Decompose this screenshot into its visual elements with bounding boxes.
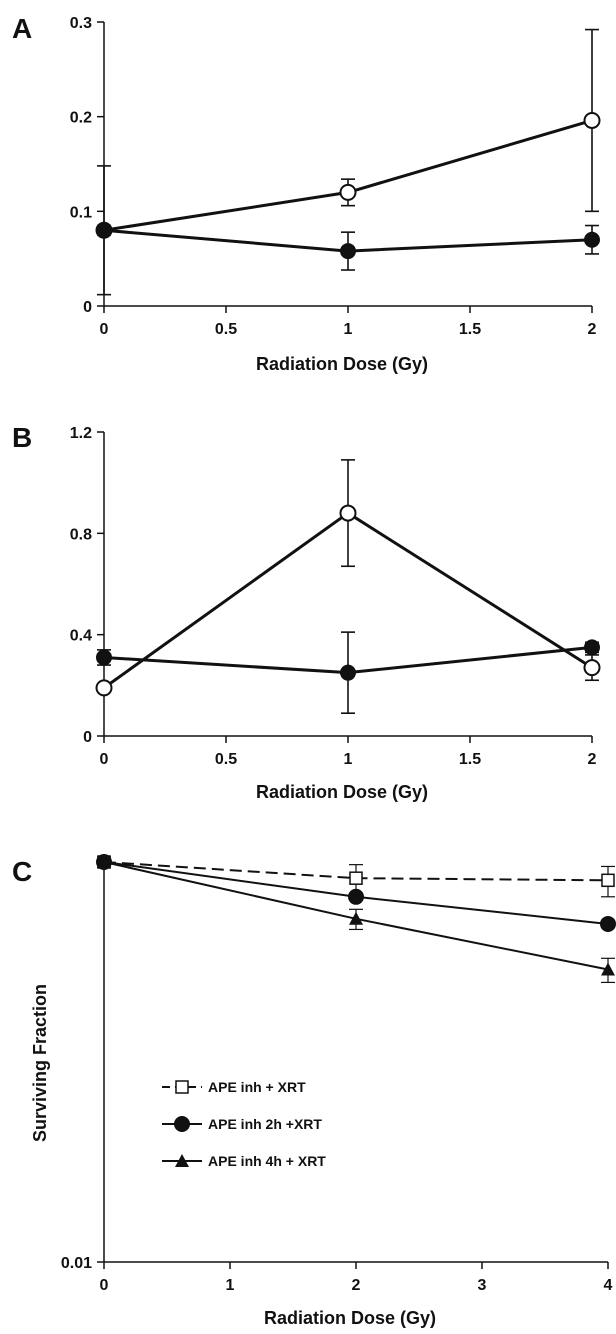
data-point xyxy=(96,649,112,666)
x-tick-label: 1 xyxy=(344,321,353,338)
data-point xyxy=(584,231,600,248)
y-axis-label: Surviving Fraction xyxy=(30,984,50,1142)
x-tick-label: 1.5 xyxy=(459,321,481,338)
series-3 xyxy=(97,855,615,984)
legend-marker xyxy=(175,1154,189,1167)
legend: APE inh + XRT APE inh 2h +XRT APE inh 4h +… xyxy=(162,1079,326,1169)
data-point xyxy=(584,639,600,656)
panel-label: C xyxy=(12,856,32,887)
series-2 xyxy=(96,222,600,271)
panel-label: A xyxy=(12,13,32,44)
data-point xyxy=(583,111,601,129)
y-tick-label: 0.4 xyxy=(70,628,92,645)
data-point xyxy=(349,911,363,925)
data-point xyxy=(339,504,357,522)
x-tick-label: 0 xyxy=(100,751,109,768)
x-tick-label: 0 xyxy=(100,321,109,338)
x-tick-label: 2 xyxy=(352,1277,361,1294)
x-axis-label: Radiation Dose (Gy) xyxy=(264,1308,436,1328)
x-tick-label: 1 xyxy=(226,1277,235,1294)
data-point xyxy=(600,915,616,932)
legend-item: APE inh 4h + XRT xyxy=(162,1153,326,1169)
x-tick-label: 4 xyxy=(604,1277,613,1294)
x-axis-label: Radiation Dose (Gy) xyxy=(256,354,428,374)
series-2 xyxy=(96,631,600,715)
data-point xyxy=(95,679,113,697)
data-point xyxy=(601,962,615,976)
x-tick-label: 0 xyxy=(100,1277,109,1294)
data-point xyxy=(348,888,364,905)
x-axis-label: Radiation Dose (Gy) xyxy=(256,782,428,802)
data-point xyxy=(349,871,363,885)
data-point xyxy=(339,183,357,201)
data-point xyxy=(340,664,356,681)
chart-panel-b: B 0 0.5 1 1.5 2 0 0.4 0.8 1.2 Radiation Dose (Gy) xyxy=(12,422,601,802)
chart-panel-c: C 0 1 2 3 4 0.01 Radiation Dose (Gy) Surviving F… xyxy=(12,854,616,1328)
x-tick-label: 1.5 xyxy=(459,751,481,768)
x-tick-label: 3 xyxy=(478,1277,487,1294)
y-tick-label: 0.2 xyxy=(70,110,92,127)
legend-label: APE inh 2h +XRT xyxy=(208,1116,322,1132)
panel-label: B xyxy=(12,422,32,453)
legend-marker xyxy=(174,1116,190,1132)
legend-label: APE inh 4h + XRT xyxy=(208,1153,326,1169)
x-tick-label: 2 xyxy=(588,751,597,768)
y-tick-label: 0.8 xyxy=(70,526,92,543)
data-point xyxy=(601,873,615,888)
y-tick-label: 0 xyxy=(83,299,92,316)
series-1 xyxy=(95,459,601,697)
x-tick-label: 0.5 xyxy=(215,751,237,768)
x-tick-label: 1 xyxy=(344,751,353,768)
data-point xyxy=(340,243,356,260)
y-tick-label: 0.1 xyxy=(70,204,92,221)
legend-item: APE inh 2h +XRT xyxy=(162,1116,322,1132)
x-tick-label: 2 xyxy=(588,321,597,338)
y-tick-label: 0.3 xyxy=(70,15,92,32)
series-line xyxy=(103,119,593,232)
legend-label: APE inh + XRT xyxy=(208,1079,306,1095)
y-tick-label: 1.2 xyxy=(70,425,92,442)
legend-item: APE inh + XRT xyxy=(162,1079,306,1095)
y-tick-label: 0 xyxy=(83,729,92,746)
y-tick-label: 0.01 xyxy=(61,1255,92,1272)
data-point xyxy=(97,855,111,868)
data-point xyxy=(583,659,601,677)
legend-marker xyxy=(175,1080,189,1094)
chart-panel-a: A 0 0.5 1 1.5 2 0 0.1 0.2 0.3 Radiation Dose (Gy) xyxy=(12,13,601,374)
x-tick-label: 0.5 xyxy=(215,321,237,338)
data-point xyxy=(96,222,112,239)
